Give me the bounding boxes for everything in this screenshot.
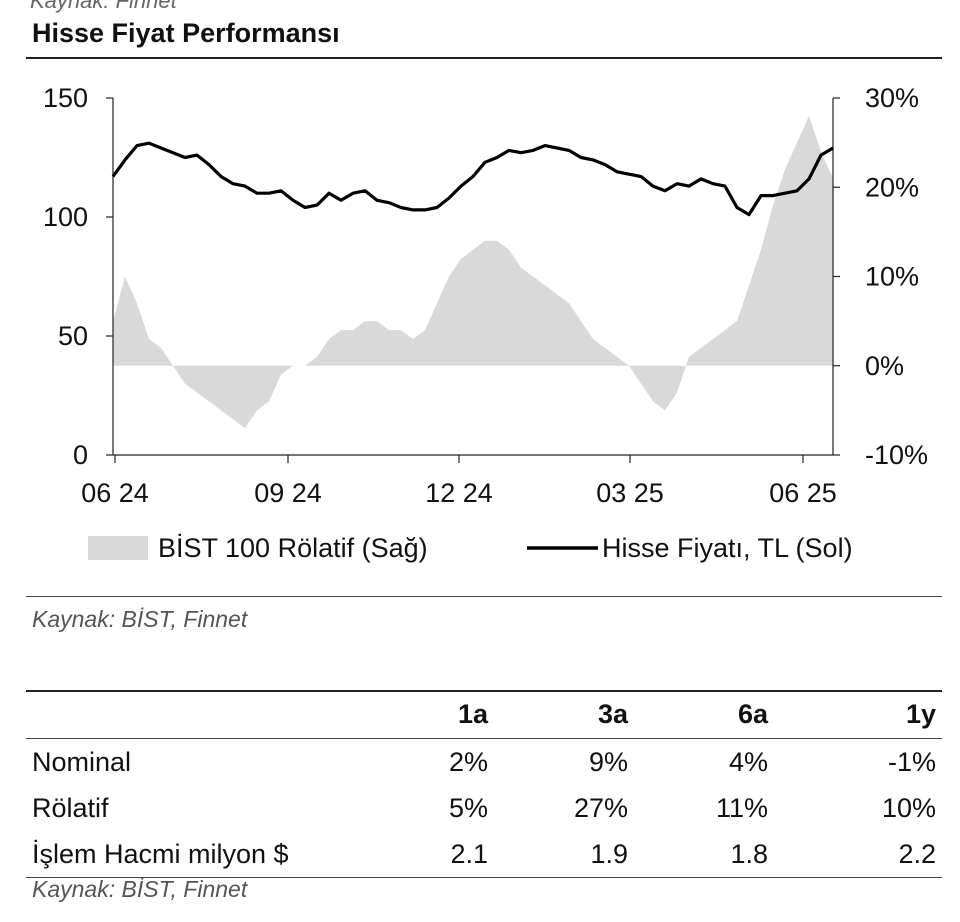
left-tick-label: 50: [58, 321, 88, 351]
x-tick-label: 03 25: [596, 478, 664, 508]
table-header-1a: 1a: [457, 698, 488, 729]
cell-value: 2%: [448, 746, 488, 777]
row-label: Nominal: [32, 746, 132, 777]
table-row-relative: Rölatif 5% 27% 11% 10%: [26, 785, 942, 831]
right-tick-label: -10%: [865, 440, 928, 470]
right-tick-label: 30%: [865, 83, 919, 113]
chart-source-note: Kaynak: BİST, Finnet: [32, 606, 248, 632]
cell-value: 11%: [715, 792, 768, 823]
table-header-6a: 6a: [737, 698, 768, 729]
cell-value: 9%: [588, 746, 628, 777]
table-header-row: 1a 3a 6a 1y: [26, 691, 942, 739]
chart-legend: BİST 100 Rölatif (Sağ) Hisse Fiyatı, TL (…: [88, 532, 853, 563]
table-header-label: [26, 691, 396, 739]
x-tick-label: 09 24: [254, 478, 322, 508]
title-divider: [26, 57, 942, 59]
left-tick-label: 150: [43, 83, 88, 113]
legend-area-swatch: [88, 536, 148, 560]
cut-off-source-text: Kaynak: Finnet: [30, 0, 177, 13]
legend-label-relative: BİST 100 Rölatif (Sağ): [158, 532, 428, 563]
left-tick-label: 0: [73, 440, 88, 470]
cell-value: 2.2: [898, 838, 936, 869]
x-tick-label: 06 25: [769, 478, 837, 508]
cell-value: 5%: [448, 792, 488, 823]
right-tick-label: 10%: [865, 262, 919, 292]
table-header-1y: 1y: [905, 698, 936, 729]
row-label: İşlem Hacmi milyon $: [32, 838, 289, 869]
chart-bottom-divider: [26, 596, 942, 597]
axes-layer: 150 100 50 0 30% 20% 10% 0% -10% 06 24 09 24 12 24 0…: [43, 83, 928, 508]
cell-value: 10%: [881, 792, 936, 823]
left-tick-label: 100: [43, 202, 88, 232]
price-line: [111, 141, 834, 217]
price-performance-chart: 150 100 50 0 30% 20% 10% 0% -10% 06 24 09 24 12 24 0…: [43, 83, 928, 563]
cell-value: 2.1: [450, 838, 488, 869]
table-source-note: Kaynak: BİST, Finnet: [32, 876, 248, 902]
table-row-nominal: Nominal 2% 9% 4% -1%: [26, 739, 942, 786]
legend-label-price: Hisse Fiyatı, TL (Sol): [602, 533, 853, 563]
price-line-layer: [111, 141, 834, 217]
relative-area: [113, 115, 833, 429]
right-tick-label: 0%: [865, 351, 904, 381]
performance-table: 1a 3a 6a 1y Nominal 2% 9% 4% -1% Rölatif…: [26, 690, 942, 878]
relative-area-layer: [113, 115, 833, 429]
table-header-3a: 3a: [597, 698, 628, 729]
right-tick-label: 20%: [865, 172, 919, 202]
cell-value: 27%: [573, 792, 628, 823]
x-tick-label: 12 24: [425, 478, 493, 508]
table-row-volume: İşlem Hacmi milyon $ 2.1 1.9 1.8 2.2: [26, 831, 942, 878]
cell-value: -1%: [887, 746, 936, 777]
x-tick-label: 06 24: [81, 478, 149, 508]
cell-value: 1.8: [730, 838, 768, 869]
cell-value: 1.9: [590, 838, 628, 869]
chart-title: Hisse Fiyat Performansı: [32, 18, 340, 48]
row-label: Rölatif: [32, 792, 109, 823]
cell-value: 4%: [728, 746, 768, 777]
